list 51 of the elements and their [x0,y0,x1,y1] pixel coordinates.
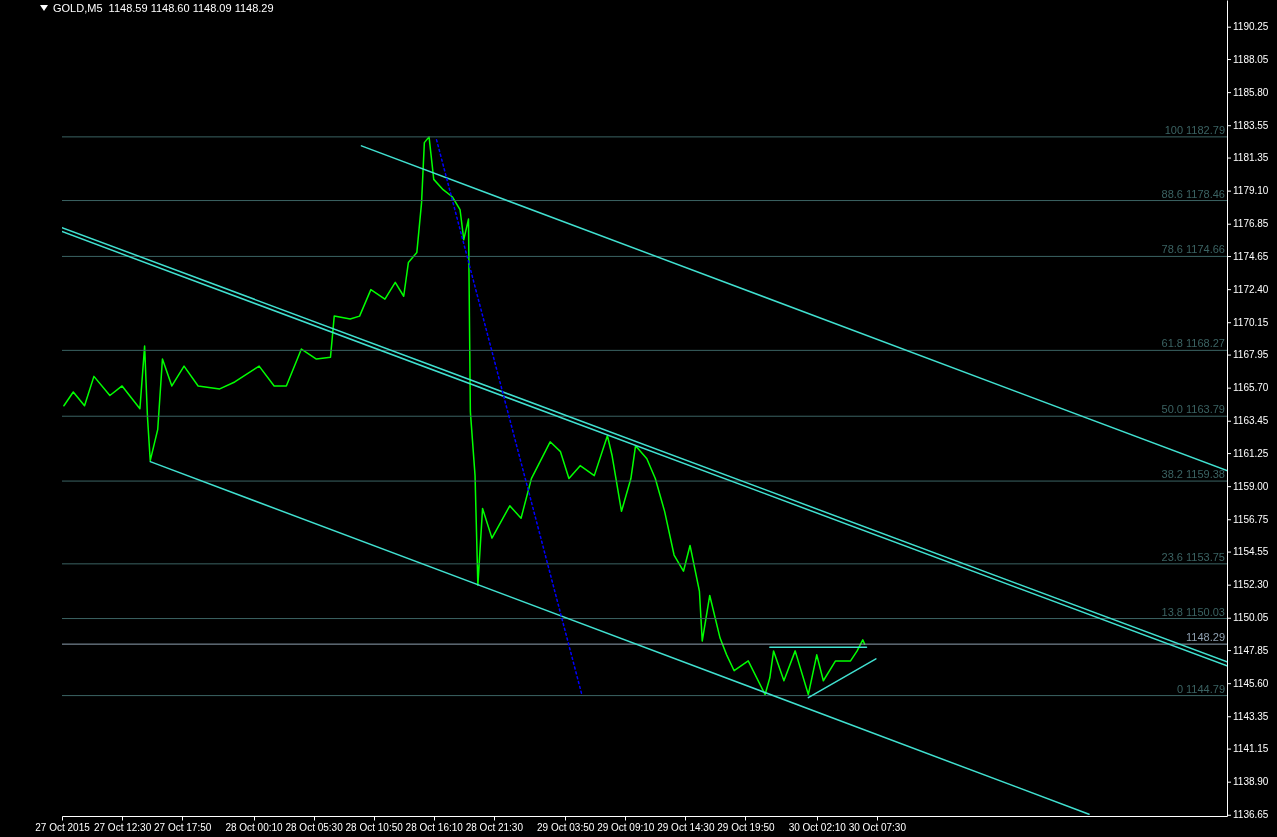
ref-line-label: 23.6 1153.75 [1161,550,1225,563]
y-tick-label: 1170.15 [1233,316,1269,328]
x-tick-label: 27 Oct 17:50 [154,821,212,833]
ref-line-label: 38.2 1159.38 [1161,468,1225,481]
ref-line-label: 61.8 1168.27 [1161,337,1225,350]
x-tick-label: 28 Oct 16:10 [405,821,464,833]
x-tick-label: 29 Oct 09:10 [597,821,655,833]
y-tick-label: 1163.45 [1233,415,1269,427]
y-tick-label: 1136.65 [1233,809,1269,821]
x-tick-label: 29 Oct 19:50 [717,821,775,833]
y-tick-label: 1165.70 [1233,382,1269,394]
y-tick-label: 1145.60 [1233,677,1269,689]
x-tick-label: 29 Oct 14:30 [657,821,715,833]
y-tick-label: 1190.25 [1233,21,1269,33]
y-tick-label: 1188.05 [1233,53,1269,65]
y-tick-label: 1176.85 [1233,218,1269,230]
y-tick-label: 1185.80 [1233,86,1269,98]
ref-line-label: 13.8 1150.03 [1161,605,1225,618]
x-tick-label: 27 Oct 2015 [35,821,91,833]
y-tick-label: 1181.35 [1233,152,1269,164]
x-tick-label: 28 Oct 21:30 [465,821,524,833]
y-tick-label: 1138.90 [1233,776,1269,788]
line-series [63,136,866,696]
x-tick-label: 28 Oct 10:50 [345,821,404,833]
ref-line-label: 1148.29 [1186,631,1225,644]
ref-line-label: 0 1144.79 [1176,682,1225,695]
ref-line-label: 88.6 1178.46 [1161,187,1225,200]
y-tick-label: 1152.30 [1233,579,1269,591]
y-tick-label: 1167.95 [1233,349,1269,361]
y-tick-label: 1156.75 [1233,513,1269,525]
x-tick-label: 29 Oct 03:50 [537,821,595,833]
x-tick-label: 28 Oct 05:30 [285,821,344,833]
y-tick-label: 1147.85 [1233,644,1269,656]
x-tick-label: 30 Oct 07:30 [848,821,907,833]
y-tick-label: 1141.15 [1233,743,1269,755]
y-tick-label: 1172.40 [1233,283,1269,295]
ref-line-label: 100 1182.79 [1164,123,1225,136]
x-tick-label: 28 Oct 00:10 [225,821,284,833]
y-tick-label: 1161.25 [1233,447,1269,459]
x-tick-label: 30 Oct 02:10 [788,821,847,833]
y-tick-label: 1179.10 [1233,185,1269,197]
y-tick-label: 1143.35 [1233,710,1269,722]
ref-line-label: 50.0 1163.79 [1161,403,1225,416]
y-tick-label: 1174.65 [1233,250,1269,262]
y-tick-label: 1183.55 [1233,119,1269,131]
y-tick-label: 1154.55 [1233,546,1269,558]
ref-line-label: 78.6 1174.66 [1161,243,1225,256]
y-tick-label: 1150.05 [1233,612,1269,624]
chart-title: GOLD,M5 1148.59 1148.60 1148.09 1148.29 [53,2,274,14]
y-tick-label: 1159.00 [1233,480,1269,492]
x-tick-label: 27 Oct 12:30 [93,821,152,833]
